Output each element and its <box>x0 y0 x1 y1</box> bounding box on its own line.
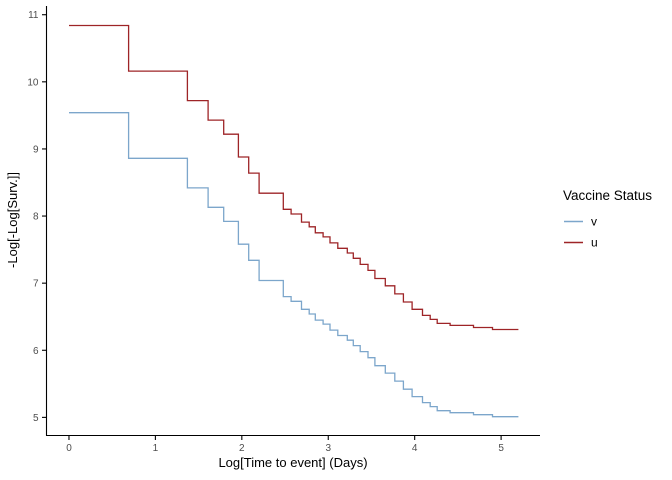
legend: Vaccine Status v u <box>563 188 652 250</box>
y-axis-title: -Log[-Log[Surv.]] <box>5 172 20 268</box>
legend-entry-u: u <box>564 236 598 250</box>
survival-curve-v <box>69 112 519 418</box>
x-tick-label: 1 <box>153 443 159 454</box>
legend-entry-v: v <box>564 215 597 229</box>
x-tick-label: 4 <box>412 443 418 454</box>
x-tick-label: 5 <box>498 443 504 454</box>
y-tick-label: 5 <box>33 413 39 424</box>
y-tick-label: 7 <box>33 279 39 290</box>
x-tick-label: 3 <box>325 443 331 454</box>
legend-label-u: u <box>591 236 598 250</box>
x-axis-title: Log[Time to event] (Days) <box>218 455 367 470</box>
y-tick-label: 6 <box>33 346 39 357</box>
series-layer <box>69 24 519 418</box>
survival-curve-u <box>69 24 519 331</box>
y-tick-label: 9 <box>33 144 39 155</box>
legend-title: Vaccine Status <box>563 188 652 203</box>
x-tick-label: 0 <box>66 443 72 454</box>
y-tick-label: 8 <box>33 212 39 223</box>
axes-layer: 0 1 2 3 4 5 5 6 7 8 9 10 11 <box>27 6 540 454</box>
x-tick-label: 2 <box>239 443 245 454</box>
y-tick-label: 11 <box>28 10 39 21</box>
legend-label-v: v <box>591 215 597 229</box>
y-tick-label: 10 <box>27 77 39 88</box>
